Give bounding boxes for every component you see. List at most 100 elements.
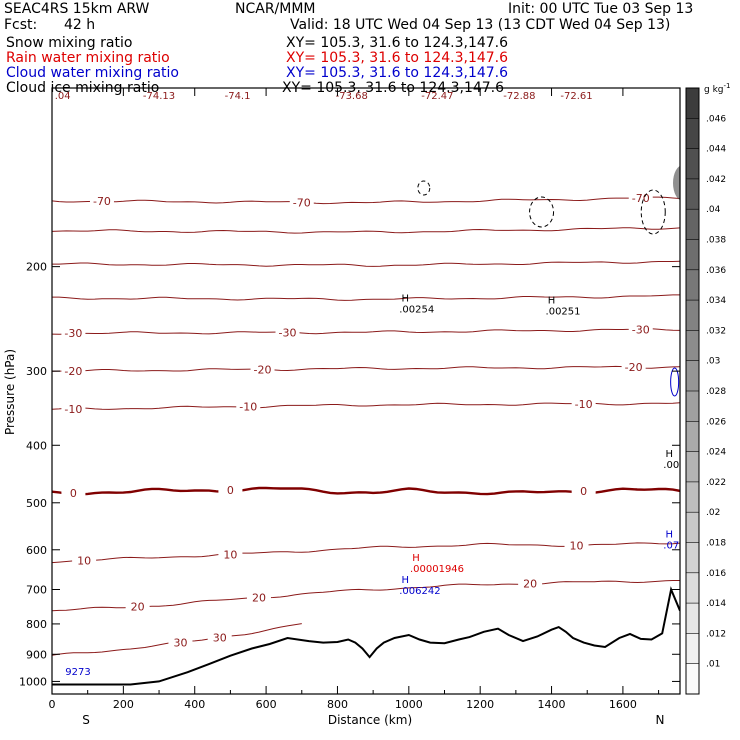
contour-label: 10 [77,554,91,567]
colorbar-swatch [686,391,699,422]
colorbar-label: .034 [706,296,726,306]
contour-label-bg [275,326,300,339]
y-tick-label: 700 [26,584,47,597]
colorbar-swatch [686,542,699,574]
colorbar-label: .016 [706,569,726,579]
contour-label-bg [218,548,243,561]
y-tick-label: 500 [26,497,47,510]
x-tick-label: 1000 [395,698,423,711]
high-marker: H [412,553,420,564]
colorbar-label: .022 [706,478,726,488]
forecast-hour: 42 h [64,17,96,33]
y-tick-label: 900 [26,648,47,661]
contour-label: 10 [570,539,584,552]
y-tick-label: 400 [26,439,47,452]
y-tick-label: 300 [26,365,47,378]
contour-label-bg [72,554,97,567]
colorbar-label: .046 [706,114,726,124]
colorbar-swatch [686,178,699,210]
colorbar-label: .042 [706,175,726,185]
contour-label: -30 [279,327,297,340]
x-tick-label: 600 [256,698,277,711]
contour-label: -20 [64,365,82,378]
snow-contour [417,180,431,196]
colorbar-label: .036 [706,266,726,276]
forecast-label: Fcst: [4,17,38,33]
colorbar-label: .026 [706,417,726,427]
contour-label-bg [61,364,86,377]
contour-label-bg [89,195,114,208]
x-tick-label: 1600 [609,698,637,711]
contour-label: 0 [580,485,587,498]
contour-label-bg [621,361,646,374]
contour-label-bg [246,591,271,604]
y-tick-label: 800 [26,618,47,631]
colorbar-label: .014 [706,599,726,609]
contour-label: -30 [632,324,650,337]
contour-label-bg [168,636,193,649]
field-cloudwater-xy: XY= 105.3, 31.6 to 124.3,147.6 [286,65,509,81]
colorbar-swatch [686,239,699,271]
field-snow-name: Snow mixing ratio [6,35,133,51]
high-marker: H [401,575,409,586]
plot-interior: -70 -70 -70 -30 -30 -30 -20 -20 -20 -10 -10 -10 0 0 0 1… [52,91,692,686]
y-tick-label: 200 [26,261,47,274]
temperature-contour-20 [52,580,680,612]
colorbar-swatch [686,209,699,240]
contour-label-bg [236,400,261,413]
colorbar-unit: g kg-1 [704,82,730,95]
colorbar-label: .038 [706,236,726,246]
extremum-value: .00001946 [410,564,464,575]
init-time: Init: 00 UTC Tue 03 Sep 13 [508,1,694,17]
temperature-contour-m50 [52,260,680,267]
colorbar-swatch [686,451,699,483]
colorbar-swatch [686,269,699,301]
colorbar-swatch [686,633,699,665]
contour-label-bg [61,327,86,340]
colorbar-swatch [686,88,699,119]
colorbar-swatch [686,481,699,513]
extremum-value: .006242 [399,586,440,597]
temperature-contour-m20 [52,365,680,372]
contour-label: -70 [632,192,650,205]
contour-label: 30 [173,637,187,650]
colorbar-label: .012 [706,629,726,639]
contour-label: -20 [254,363,272,376]
extremum-value: .0739 [663,541,692,552]
valid-time: Valid: 18 UTC Wed 04 Sep 13 (13 CDT Wed … [290,17,671,33]
x-tick-label: 400 [184,698,205,711]
contour-label-bg [61,486,86,499]
top-value-label: -72.61 [560,91,592,102]
contour-label: -30 [64,327,82,340]
contour-label: 30 [213,631,227,644]
extremum-value: 9273 [65,667,90,678]
colorbar-label: .03 [706,357,720,367]
colorbar-swatch [686,663,699,695]
top-value-label: -74.13 [143,91,175,102]
field-cloudwater-name: Cloud water mixing ratio [6,65,179,81]
colorbar-swatch [686,360,699,392]
snow-contour [640,189,666,235]
colorbar-swatch [686,300,699,331]
south-end-label: S [82,713,90,727]
colorbar-label: .028 [706,387,726,397]
colorbar-label: .032 [706,326,726,336]
field-rain-name: Rain water mixing ratio [6,50,170,66]
contour-label: -20 [625,361,643,374]
top-value-label: -72.47 [421,91,453,102]
temperature-contour-m30 [52,328,680,335]
x-tick-label: 800 [327,698,348,711]
colorbar-swatch [686,421,699,453]
x-tick-label: 0 [49,698,56,711]
x-tick-label: 200 [113,698,134,711]
cloud-water-contour [670,367,680,397]
temperature-contour-m60 [52,227,680,234]
contour-label: -70 [293,196,311,209]
high-marker: H [548,296,556,307]
extremum-value: .00254 [399,304,434,315]
north-end-label: N [656,713,665,727]
contour-label-bg [628,192,653,205]
top-value-label: -73.68 [336,91,368,102]
snow-shade-cell [673,165,680,201]
